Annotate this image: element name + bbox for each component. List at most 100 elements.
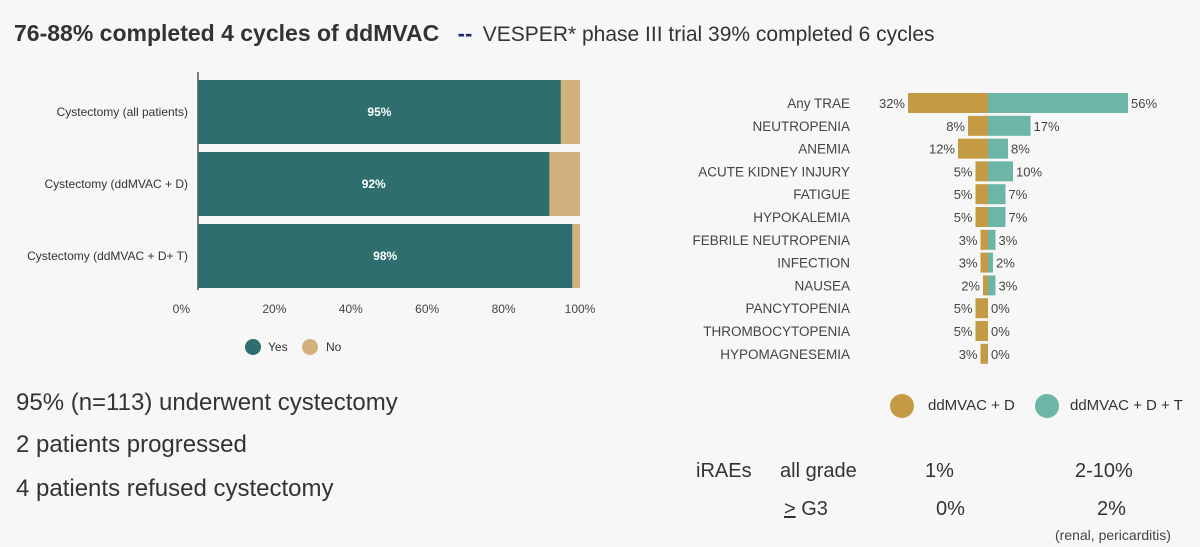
value-label-ddmvac-dt: 8% bbox=[1011, 142, 1030, 157]
value-label-ddmvac-dt: 0% bbox=[991, 301, 1010, 316]
bar-ddmvac-dt bbox=[988, 138, 1008, 159]
category-label: Cystectomy (ddMVAC + D+ T) bbox=[27, 249, 188, 263]
title-main: 76-88% completed 4 cycles of ddMVAC bbox=[14, 20, 440, 46]
bar-no bbox=[572, 224, 580, 288]
value-label-ddmvac-d: 3% bbox=[959, 347, 978, 362]
irae-note: (renal, pericarditis) bbox=[1055, 527, 1171, 543]
bar-ddmvac-d bbox=[968, 115, 988, 136]
irae-row2-prefix: > bbox=[784, 498, 796, 520]
bar-ddmvac-d bbox=[958, 138, 988, 159]
irae-row1-d: 1% bbox=[925, 460, 954, 482]
legend-label-no: No bbox=[326, 340, 342, 354]
bar-ddmvac-d bbox=[908, 93, 988, 113]
category-label: PANCYTOPENIA bbox=[745, 301, 850, 316]
slide-title: 76-88% completed 4 cycles of ddMVAC -- V… bbox=[14, 20, 935, 47]
category-label: HYPOMAGNESEMIA bbox=[720, 347, 850, 362]
value-label-ddmvac-d: 12% bbox=[929, 142, 955, 157]
stat-progressed: 2 patients progressed bbox=[16, 431, 247, 458]
bar-ddmvac-dt bbox=[988, 275, 996, 296]
value-label-ddmvac-dt: 2% bbox=[996, 256, 1015, 271]
category-label: NEUTROPENIA bbox=[752, 119, 850, 134]
irae-row1-name: all grade bbox=[780, 460, 857, 482]
legend-label-yes: Yes bbox=[268, 340, 288, 354]
bar-ddmvac-dt bbox=[988, 207, 1006, 227]
irae-row2-label: G3 bbox=[795, 498, 828, 520]
bar-ddmvac-dt bbox=[988, 184, 1006, 205]
category-label: FATIGUE bbox=[793, 187, 850, 202]
title-sub: VESPER* phase III trial 39% completed 6 … bbox=[482, 23, 935, 46]
legend-dot-yes bbox=[245, 339, 261, 355]
value-label-ddmvac-d: 5% bbox=[954, 210, 973, 225]
category-label: HYPOKALEMIA bbox=[753, 210, 850, 225]
x-tick-label: 80% bbox=[492, 302, 516, 316]
value-label-ddmvac-dt: 0% bbox=[991, 347, 1010, 362]
category-label: Cystectomy (ddMVAC + D) bbox=[45, 177, 188, 191]
irae-label: iRAEs bbox=[696, 460, 752, 482]
category-label: FEBRILE NEUTROPENIA bbox=[692, 233, 850, 248]
category-label: Any TRAE bbox=[787, 96, 850, 111]
stat-cystectomy: 95% (n=113) underwent cystectomy bbox=[16, 389, 398, 416]
bar-value-label: 92% bbox=[362, 177, 386, 191]
bar-ddmvac-d bbox=[975, 184, 988, 205]
value-label-ddmvac-d: 3% bbox=[959, 256, 978, 271]
value-label-ddmvac-dt: 56% bbox=[1131, 96, 1157, 111]
value-label-ddmvac-d: 5% bbox=[954, 164, 973, 179]
legend-label-ddmvac-d: ddMVAC + D bbox=[928, 397, 1015, 414]
category-label: ACUTE KIDNEY INJURY bbox=[698, 164, 850, 179]
legend-dot-ddmvac-dt bbox=[1035, 394, 1059, 418]
bar-ddmvac-dt bbox=[988, 161, 1013, 182]
bar-ddmvac-dt bbox=[988, 229, 996, 250]
x-tick-label: 40% bbox=[339, 302, 363, 316]
irae-row1-dt: 2-10% bbox=[1075, 460, 1133, 482]
x-tick-label: 20% bbox=[262, 302, 286, 316]
category-label: Cystectomy (all patients) bbox=[57, 105, 188, 119]
x-tick-label: 100% bbox=[565, 302, 596, 316]
bar-value-label: 95% bbox=[367, 105, 391, 119]
x-tick-label: 60% bbox=[415, 302, 439, 316]
bar-yes bbox=[198, 152, 550, 216]
bar-ddmvac-dt bbox=[988, 93, 1128, 113]
irae-row2-dt: 2% bbox=[1097, 498, 1126, 520]
x-tick-label: 0% bbox=[173, 302, 191, 316]
bar-ddmvac-d bbox=[980, 229, 988, 250]
adverse-events-chart: 32% 56% Any TRAE 8% 17% NEUTROPENIA 12% 8% ANEMI… bbox=[692, 93, 1157, 364]
value-label-ddmvac-dt: 7% bbox=[1009, 187, 1028, 202]
bar-no bbox=[549, 152, 580, 216]
value-label-ddmvac-d: 3% bbox=[959, 233, 978, 248]
legend-dot-ddmvac-d bbox=[890, 394, 914, 418]
bar-ddmvac-d bbox=[975, 321, 988, 341]
bar-ddmvac-d bbox=[983, 275, 988, 296]
value-label-ddmvac-dt: 10% bbox=[1016, 164, 1042, 179]
value-label-ddmvac-d: 8% bbox=[946, 119, 965, 134]
bar-no bbox=[560, 80, 580, 144]
value-label-ddmvac-d: 5% bbox=[954, 301, 973, 316]
category-label: ANEMIA bbox=[798, 142, 850, 157]
cystectomy-chart: 95% Cystectomy (all patients) 92% Cystectom… bbox=[27, 72, 596, 355]
bar-yes bbox=[198, 224, 573, 288]
bar-ddmvac-dt bbox=[988, 115, 1031, 136]
value-label-ddmvac-d: 32% bbox=[879, 96, 905, 111]
bar-ddmvac-d bbox=[975, 207, 988, 227]
bar-ddmvac-d bbox=[975, 161, 988, 182]
irae-row2-name: > G3 bbox=[784, 498, 828, 521]
value-label-ddmvac-dt: 17% bbox=[1034, 119, 1060, 134]
bar-ddmvac-d bbox=[980, 343, 988, 364]
stat-refused: 4 patients refused cystectomy bbox=[16, 475, 334, 502]
value-label-ddmvac-d: 2% bbox=[961, 278, 980, 293]
irae-row2-d: 0% bbox=[936, 498, 965, 520]
category-label: NAUSEA bbox=[794, 278, 850, 293]
category-label: INFECTION bbox=[777, 256, 850, 271]
bar-value-label: 98% bbox=[373, 249, 397, 263]
value-label-ddmvac-dt: 3% bbox=[999, 278, 1018, 293]
value-label-ddmvac-d: 5% bbox=[954, 324, 973, 339]
value-label-ddmvac-dt: 0% bbox=[991, 324, 1010, 339]
bar-ddmvac-dt bbox=[988, 252, 993, 273]
legend-label-ddmvac-dt: ddMVAC + D + T bbox=[1070, 397, 1183, 414]
legend-dot-no bbox=[302, 339, 318, 355]
category-label: THROMBOCYTOPENIA bbox=[703, 324, 850, 339]
value-label-ddmvac-dt: 7% bbox=[1009, 210, 1028, 225]
title-separator: -- bbox=[457, 21, 473, 46]
bar-ddmvac-d bbox=[980, 252, 988, 273]
value-label-ddmvac-d: 5% bbox=[954, 187, 973, 202]
value-label-ddmvac-dt: 3% bbox=[999, 233, 1018, 248]
